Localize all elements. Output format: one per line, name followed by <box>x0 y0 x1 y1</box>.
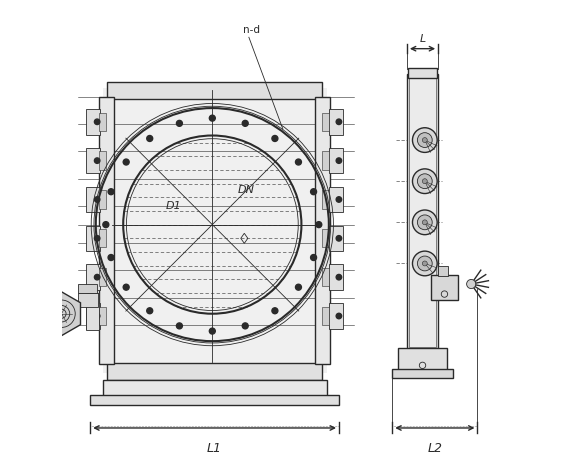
Bar <box>107 82 322 99</box>
Circle shape <box>311 255 317 261</box>
Circle shape <box>418 215 432 230</box>
Text: D1: D1 <box>166 202 182 211</box>
Bar <box>99 229 106 247</box>
Bar <box>329 225 343 251</box>
Circle shape <box>412 251 437 276</box>
Bar <box>315 97 330 364</box>
Bar <box>329 187 343 212</box>
Bar <box>322 229 329 247</box>
Bar <box>408 68 437 78</box>
Circle shape <box>95 158 100 163</box>
Bar <box>86 187 100 212</box>
Circle shape <box>311 189 317 195</box>
Text: L: L <box>419 34 426 44</box>
Bar <box>78 293 98 307</box>
Bar <box>103 88 327 373</box>
Circle shape <box>95 119 100 124</box>
Circle shape <box>209 115 215 121</box>
Bar <box>86 148 100 174</box>
Circle shape <box>123 159 129 165</box>
Bar <box>107 363 322 380</box>
Circle shape <box>422 179 427 184</box>
Circle shape <box>272 135 278 141</box>
Bar <box>409 77 436 347</box>
Bar <box>86 264 100 290</box>
Circle shape <box>176 323 182 329</box>
Circle shape <box>412 169 437 194</box>
Circle shape <box>95 235 100 241</box>
Text: L2: L2 <box>427 442 443 455</box>
Bar <box>90 395 339 405</box>
Circle shape <box>95 197 100 202</box>
Circle shape <box>336 274 342 280</box>
Circle shape <box>108 189 114 195</box>
Bar <box>86 303 100 329</box>
Circle shape <box>147 308 153 314</box>
Circle shape <box>418 256 432 271</box>
Circle shape <box>336 197 342 202</box>
Bar <box>86 293 99 330</box>
Bar <box>322 190 329 209</box>
Circle shape <box>103 222 109 228</box>
Bar <box>99 268 106 286</box>
Circle shape <box>209 328 215 334</box>
Bar <box>99 112 106 131</box>
Circle shape <box>412 210 437 235</box>
Bar <box>329 303 343 329</box>
Circle shape <box>108 255 114 261</box>
Circle shape <box>242 120 248 126</box>
Bar <box>103 380 327 397</box>
Circle shape <box>422 220 427 225</box>
Bar <box>322 268 329 286</box>
Circle shape <box>272 308 278 314</box>
Circle shape <box>147 135 153 141</box>
Bar <box>322 151 329 170</box>
Circle shape <box>295 159 302 165</box>
Circle shape <box>467 280 476 289</box>
Circle shape <box>295 284 302 290</box>
Circle shape <box>123 284 129 290</box>
Bar <box>329 109 343 134</box>
Circle shape <box>242 323 248 329</box>
Bar <box>392 369 452 378</box>
Bar <box>99 151 106 170</box>
Bar <box>99 190 106 209</box>
Bar <box>437 266 448 276</box>
Bar <box>99 97 114 364</box>
Bar <box>86 225 100 251</box>
Bar <box>329 148 343 174</box>
Text: DN: DN <box>238 185 255 196</box>
Bar <box>78 284 97 293</box>
Circle shape <box>418 174 432 189</box>
Text: L1: L1 <box>207 442 222 455</box>
Circle shape <box>95 313 100 319</box>
Bar <box>329 264 343 290</box>
Bar <box>431 275 458 300</box>
Circle shape <box>336 313 342 319</box>
Circle shape <box>418 133 432 147</box>
Circle shape <box>422 138 427 143</box>
Bar <box>322 307 329 325</box>
Bar <box>322 112 329 131</box>
Circle shape <box>336 119 342 124</box>
Circle shape <box>336 235 342 241</box>
Polygon shape <box>42 292 81 336</box>
Text: n-d: n-d <box>242 25 260 35</box>
Circle shape <box>336 158 342 163</box>
Circle shape <box>412 128 437 152</box>
Circle shape <box>95 274 100 280</box>
Circle shape <box>316 222 322 228</box>
Bar <box>99 307 106 325</box>
Bar <box>407 74 438 350</box>
Bar <box>86 109 100 134</box>
Circle shape <box>422 261 427 266</box>
Bar <box>398 348 447 375</box>
Circle shape <box>176 120 182 126</box>
